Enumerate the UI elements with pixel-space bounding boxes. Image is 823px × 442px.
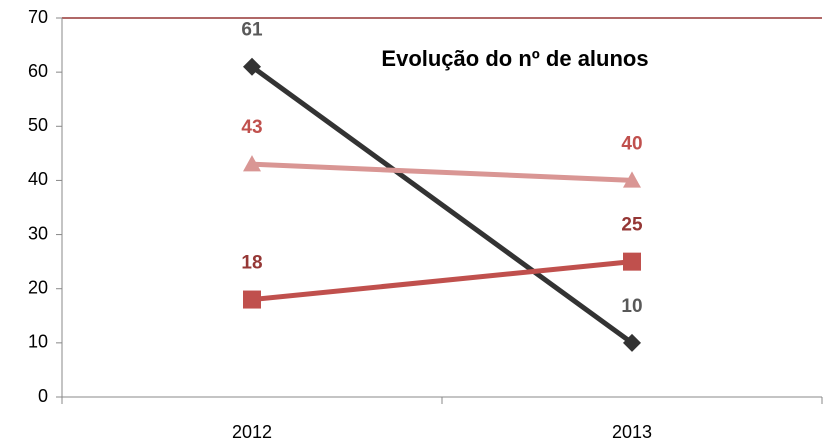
x-tick-label: 2013 (612, 422, 652, 442)
data-label: 43 (241, 117, 262, 138)
series-line (251, 161, 633, 183)
y-tick-label: 60 (28, 61, 48, 81)
data-label: 40 (621, 133, 642, 154)
data-label: 18 (241, 253, 262, 274)
marker (623, 333, 641, 352)
chart-title: Evolução do nº de alunos (381, 46, 648, 71)
marker (243, 290, 261, 309)
marker (623, 252, 641, 271)
y-tick-label: 50 (28, 115, 48, 135)
y-tick-label: 70 (28, 7, 48, 27)
y-tick-label: 40 (28, 169, 48, 189)
y-tick-label: 10 (28, 332, 48, 352)
y-tick-label: 20 (28, 277, 48, 297)
series-line (250, 64, 634, 345)
marker (243, 57, 261, 76)
y-tick-label: 30 (28, 223, 48, 243)
series-line (251, 259, 633, 303)
marker (243, 155, 261, 172)
data-label: 10 (621, 296, 642, 317)
y-tick-label: 0 (38, 386, 48, 406)
data-label: 25 (621, 215, 643, 236)
marker (623, 171, 641, 188)
data-label: 61 (241, 20, 263, 41)
x-tick-label: 2012 (232, 422, 272, 442)
